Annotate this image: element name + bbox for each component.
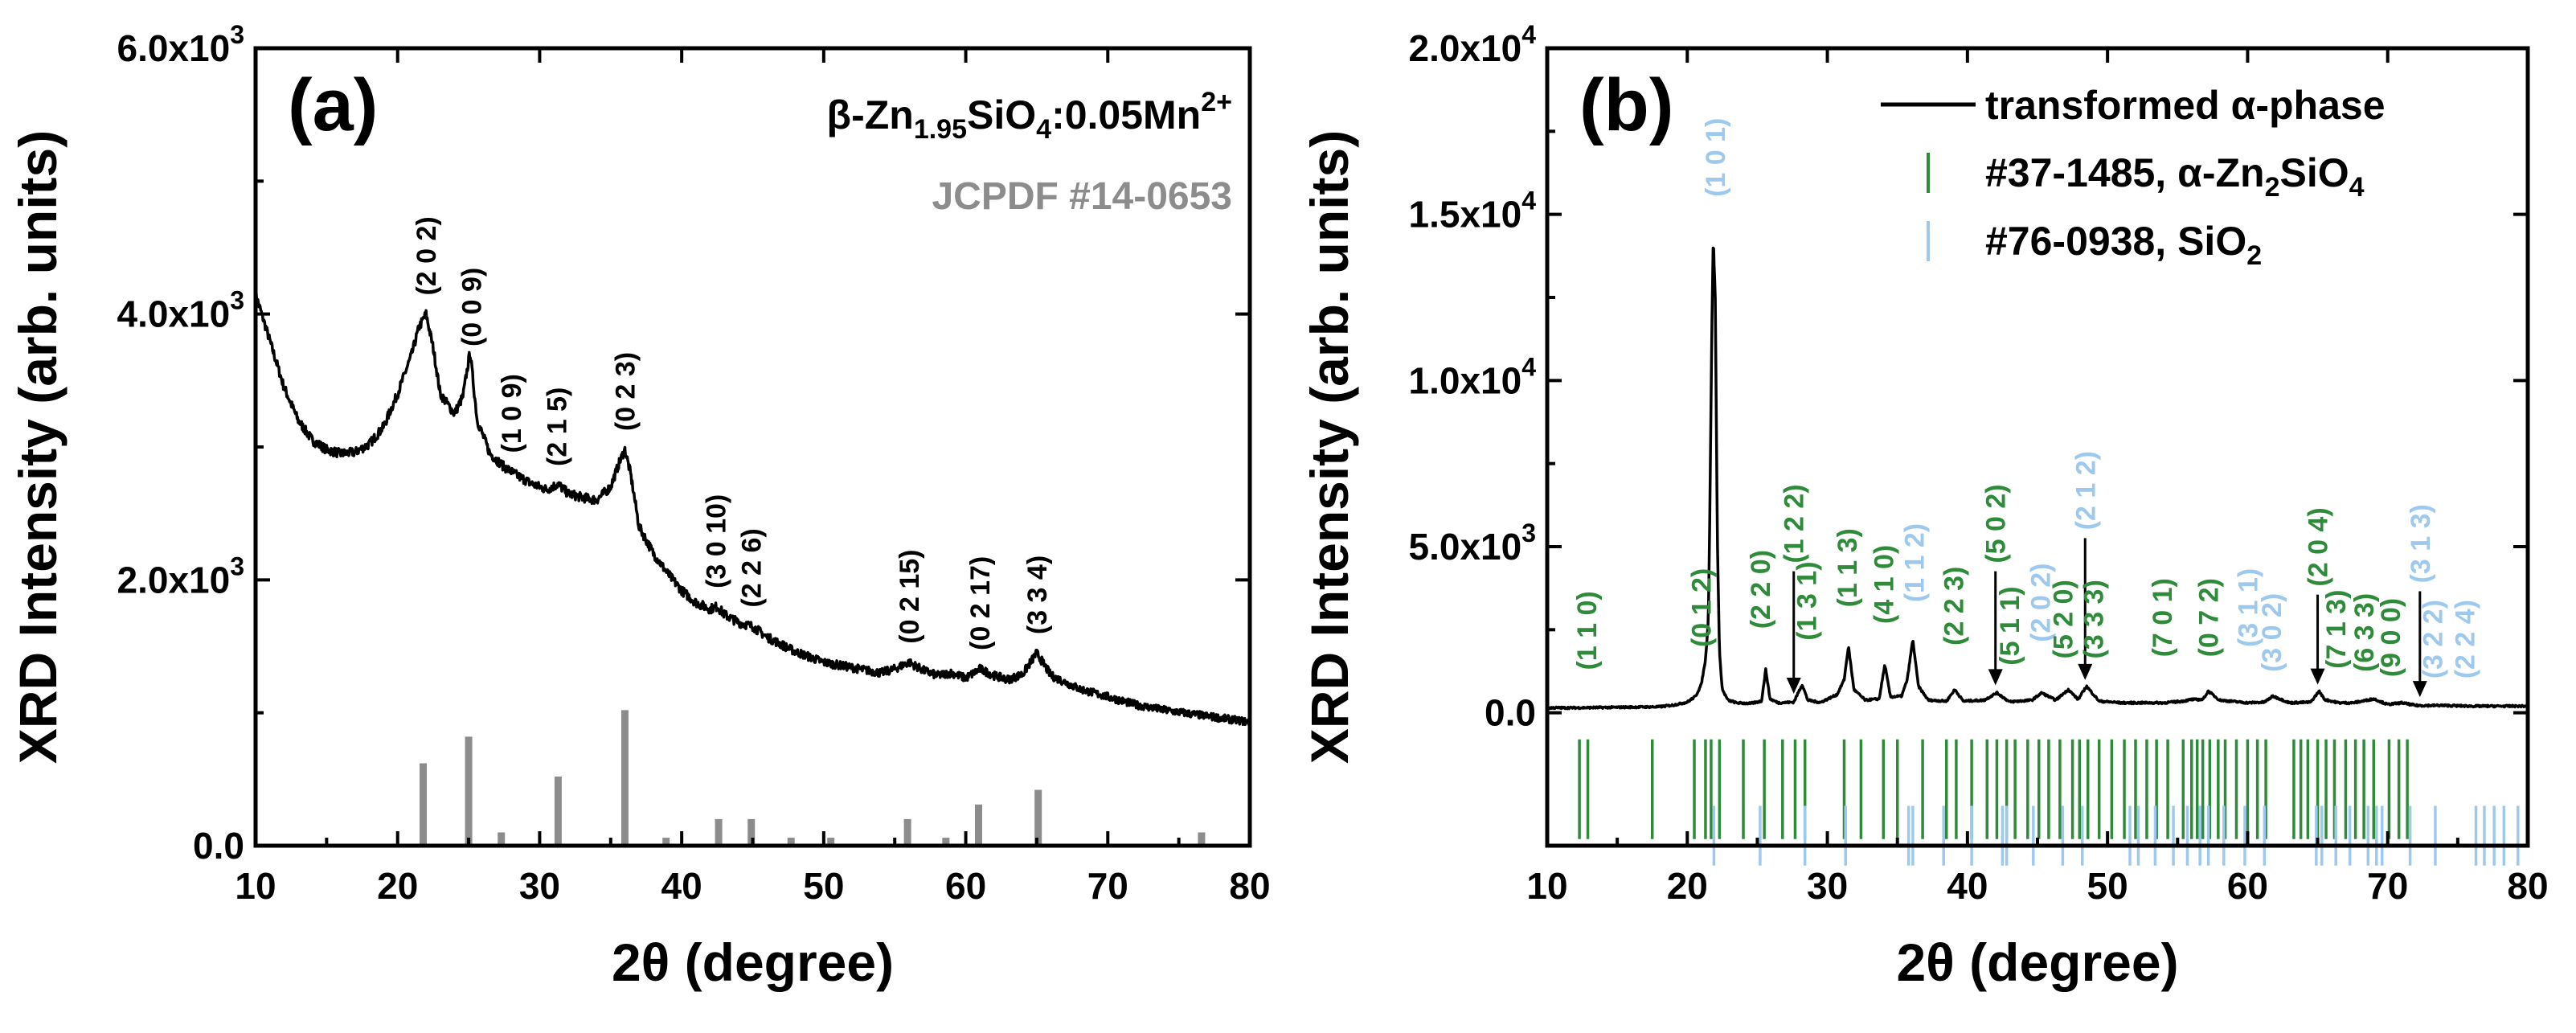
y-tick-label: 0.0 xyxy=(1485,692,1536,734)
panel-a-xrd-trace xyxy=(254,290,1251,727)
x-tick-label: 50 xyxy=(2087,865,2128,907)
hkl-label: (3 1 3) xyxy=(2406,504,2436,583)
y-tick-label: 1.0x104 xyxy=(1409,352,1537,401)
hkl-label: (1 3 1) xyxy=(1792,561,1822,640)
panel-a-frame xyxy=(253,46,1252,848)
panel-a-x-axis-title: 2θ (degree) xyxy=(612,933,894,992)
panel-a-label: (a) xyxy=(288,64,378,146)
arrow-head xyxy=(2078,663,2093,680)
hkl-label: (0 1 2) xyxy=(1687,568,1718,647)
x-tick-label: 80 xyxy=(2507,865,2548,907)
hkl-label: (5 1 1) xyxy=(1995,586,2025,665)
hkl-label: (3 0 2) xyxy=(2257,593,2287,672)
x-tick-label: 10 xyxy=(235,865,276,907)
arrow-head xyxy=(1786,677,1801,694)
arrow-head xyxy=(1988,669,2003,686)
arrow-head xyxy=(2310,668,2325,685)
y-tick-label: 1.5x104 xyxy=(1409,187,1537,236)
panel-b-label: (b) xyxy=(1579,64,1673,146)
hkl-label: (1 1 0) xyxy=(1572,591,1603,670)
x-tick-label: 60 xyxy=(945,865,986,907)
hkl-label: (2 2 3) xyxy=(1939,567,1969,646)
panel-b-y-axis-title: XRD Intensity (arb. units) xyxy=(1300,130,1359,764)
hkl-label: (0 2 15) xyxy=(895,550,925,644)
hkl-label: (3 2 2) xyxy=(2418,600,2448,678)
x-tick-label: 30 xyxy=(1807,865,1848,907)
hkl-label: (5 2 0) xyxy=(2048,580,2078,658)
hkl-label: (1 1 3) xyxy=(1833,528,1863,607)
hkl-label: (2 2 4) xyxy=(2451,600,2481,678)
hkl-label: (2 0 4) xyxy=(2304,507,2334,586)
y-tick-label: 6.0x103 xyxy=(117,20,245,69)
y-tick-label: 0.0 xyxy=(193,825,244,867)
x-tick-label: 50 xyxy=(803,865,844,907)
x-tick-label: 70 xyxy=(2367,865,2408,907)
legend-trace-label: transformed α-phase xyxy=(1985,83,2386,128)
arrow-head xyxy=(2412,681,2427,698)
hkl-label: (1 1 2) xyxy=(1900,523,1931,602)
hkl-label: (0 2 17) xyxy=(965,556,996,650)
panel-a-y-axis-title: XRD Intensity (arb. units) xyxy=(8,130,68,764)
hkl-label: (3 0 10) xyxy=(702,494,732,588)
x-tick-label: 40 xyxy=(661,865,702,907)
hkl-label: (9 0 0) xyxy=(2376,598,2406,677)
hkl-label: (3 1 1) xyxy=(2233,568,2263,647)
hkl-label: (2 0 2) xyxy=(2025,564,2056,642)
hkl-label: (0 7 2) xyxy=(2194,578,2225,657)
hkl-label: (1 0 1) xyxy=(1701,118,1731,197)
hkl-label: (2 2 0) xyxy=(1746,550,1776,629)
x-tick-label: 80 xyxy=(1229,865,1270,907)
hkl-label: (4 1 0) xyxy=(1869,545,1899,624)
hkl-label: (7 1 3) xyxy=(2321,590,2352,669)
hkl-label: (3 3 3) xyxy=(2079,580,2110,658)
hkl-label: (0 2 3) xyxy=(610,352,641,431)
y-tick-label: 2.0x104 xyxy=(1409,20,1537,69)
hkl-label: (2 0 2) xyxy=(412,216,442,295)
panel-a-legend-sample: β-Zn1.95SiO4:0.05Mn2+ xyxy=(827,87,1232,145)
hkl-label: (1 2 2) xyxy=(1779,484,1810,563)
y-tick-label: 5.0x103 xyxy=(1409,519,1537,568)
x-tick-label: 20 xyxy=(377,865,418,907)
hkl-label: (1 0 9) xyxy=(497,374,527,453)
legend-green-label: #37-1485, α-Zn2SiO4 xyxy=(1985,150,2365,203)
y-tick-label: 4.0x103 xyxy=(117,286,245,335)
legend-blue-label: #76-0938, SiO2 xyxy=(1985,219,2262,271)
x-tick-label: 10 xyxy=(1526,865,1567,907)
hkl-label: (6 3 3) xyxy=(2349,593,2380,672)
hkl-label: (3 3 4) xyxy=(1022,555,1053,634)
panel-a: (2 0 2) (0 0 9) (1 0 9) (2 1 5) (0 2 3) (3 0 … xyxy=(8,20,1271,992)
hkl-label: (2 2 6) xyxy=(737,528,768,607)
x-tick-label: 30 xyxy=(519,865,560,907)
x-tick-label: 60 xyxy=(2227,865,2268,907)
hkl-label: (2 1 5) xyxy=(543,387,573,466)
panel-a-legend-reference: JCPDF #14-0653 xyxy=(932,175,1232,218)
hkl-label: (2 1 2) xyxy=(2070,451,2101,530)
hkl-label: (7 0 1) xyxy=(2148,578,2178,657)
x-tick-label: 20 xyxy=(1667,865,1708,907)
y-tick-label: 2.0x103 xyxy=(117,551,245,601)
hkl-label: (0 0 9) xyxy=(457,268,488,346)
panel-b-xrd-trace xyxy=(1546,246,2529,711)
panel-b-x-axis-title: 2θ (degree) xyxy=(1896,933,2178,992)
x-tick-label: 70 xyxy=(1087,865,1128,907)
panel-b: (1 1 0) (0 1 2) (1 0 1) (2 2 0)(1 2 2)(1 3 … xyxy=(1300,20,2549,992)
panel-b-legend: transformed α-phase #37-1485, α-Zn2SiO4 … xyxy=(1881,83,2386,271)
x-tick-label: 40 xyxy=(1947,865,1988,907)
hkl-label: (5 0 2) xyxy=(1981,484,2012,563)
